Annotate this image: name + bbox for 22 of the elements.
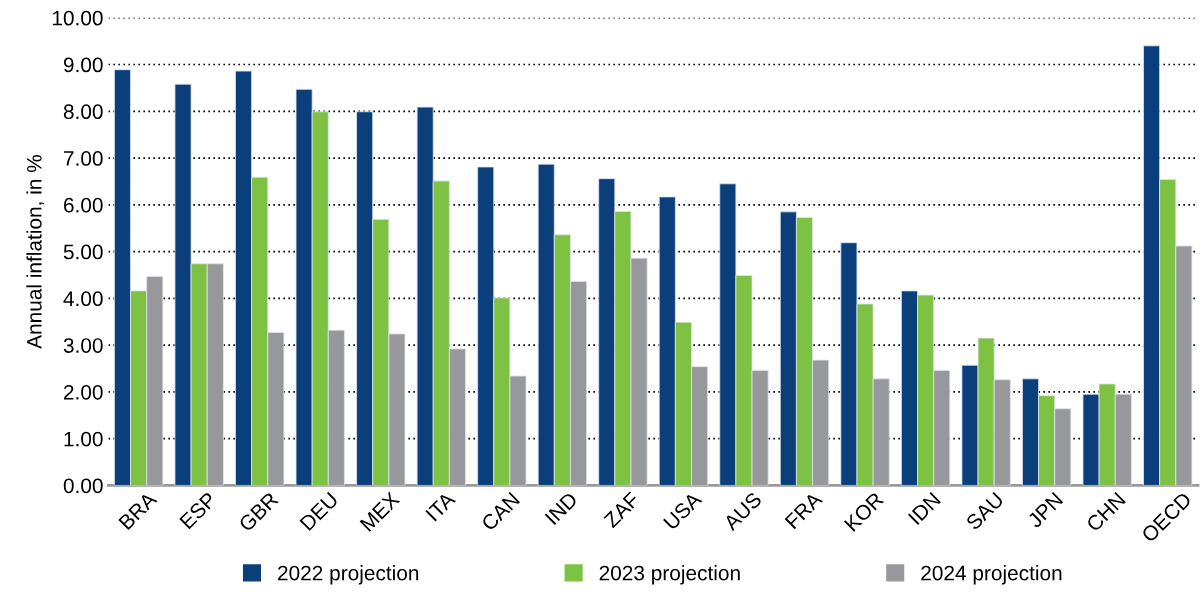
y-tick-label: 4.00	[63, 291, 103, 307]
x-tick-label: IND	[544, 491, 579, 525]
x-tick-label: IDN	[907, 492, 941, 525]
legend-label: 2024 projection	[921, 565, 1062, 585]
y-tick-label: 9.00	[63, 57, 103, 73]
y-tick-label: 8.00	[63, 104, 103, 120]
y-tick-label: 3.00	[63, 338, 103, 353]
y-tick-label: 10.00	[52, 10, 103, 26]
y-tick-label: 5.00	[63, 244, 103, 260]
x-tick-label: JPN	[1026, 492, 1064, 529]
x-tick-label: ITA	[425, 490, 456, 522]
y-tick-label: 1.00	[64, 431, 103, 447]
y-tick-label: 7.00	[64, 151, 103, 166]
y-tick-label: 2.00	[64, 384, 103, 400]
x-tick-label: USA	[662, 490, 703, 531]
y-axis-title: Annual inflation, in %	[26, 155, 45, 349]
x-tick-label: BRA	[118, 490, 158, 531]
y-tick-label: 0.00	[63, 478, 103, 494]
x-tick-label: FRA	[784, 490, 824, 530]
legend-label: 2023 projection	[599, 565, 740, 585]
y-tick-label: 6.00	[64, 197, 103, 213]
legend-label: 2022 projection	[278, 565, 419, 585]
